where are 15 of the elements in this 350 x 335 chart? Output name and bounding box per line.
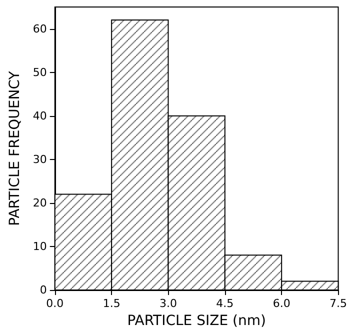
x-tick-label: 0.0 (46, 297, 64, 310)
x-axis-title: PARTICLE SIZE (nm) (127, 313, 266, 329)
y-tick-label: 10 (32, 240, 47, 253)
y-tick-label: 60 (32, 22, 47, 36)
y-axis-title: PARTICLE FREQUENCY (7, 70, 23, 226)
y-tick-label: 20 (32, 196, 47, 210)
x-tick-label: 1.5 (102, 297, 120, 310)
y-tick-label: 50 (32, 66, 47, 79)
y-tick-label: 0 (40, 284, 47, 296)
x-tick-label: 6.0 (272, 297, 290, 310)
y-tick-label: 30 (32, 152, 47, 166)
x-tick-label: 3.0 (159, 297, 177, 310)
y-tick-label: 40 (32, 109, 47, 122)
x-tick-label: 7.5 (330, 297, 348, 310)
x-tick-label: 4.5 (216, 297, 234, 310)
